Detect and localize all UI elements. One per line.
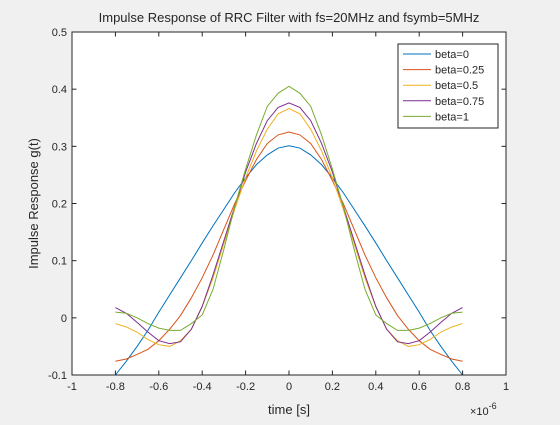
legend-label-4: beta=1: [435, 111, 469, 123]
x-tick-label: 0: [286, 381, 292, 393]
x-tick-label: -0.6: [149, 381, 168, 393]
x-tick-label: -1: [67, 381, 77, 393]
y-tick-label: 0.2: [52, 199, 67, 211]
series-line-2: [115, 108, 463, 347]
x-tick-label: -0.8: [106, 381, 125, 393]
x-tick-label: -0.4: [193, 381, 212, 393]
chart-title: Impulse Response of RRC Filter with fs=2…: [99, 10, 480, 25]
series-line-1: [115, 131, 463, 362]
y-tick-label: 0.1: [52, 256, 67, 268]
x-tick-label: 1: [503, 381, 509, 393]
legend-label-0: beta=0: [435, 49, 469, 61]
x-axis-label: time [s]: [268, 402, 310, 417]
y-tick-label: 0.3: [52, 141, 67, 153]
legend-label-1: beta=0.25: [435, 65, 484, 77]
y-axis-label: Impulse Response g(t): [26, 138, 41, 269]
legend-label-3: beta=0.75: [435, 96, 484, 108]
x-exponent-base: ×10: [470, 406, 489, 418]
y-tick-label: 0.4: [52, 84, 67, 96]
x-tick-label: -0.2: [236, 381, 255, 393]
legend: beta=0 beta=0.25 beta=0.5 beta=0.75 beta=1: [397, 43, 499, 129]
y-tick-label: -0.1: [48, 370, 67, 382]
x-tick-label: 0.8: [455, 381, 470, 393]
x-tick-label: 0.2: [325, 381, 340, 393]
y-tick-label: 0: [61, 313, 67, 325]
x-tick-label: 0.6: [412, 381, 427, 393]
series-line-3: [115, 102, 463, 345]
x-axis-exponent: ×10-6: [470, 401, 497, 418]
x-exponent-power: -6: [489, 401, 497, 411]
ticks-layer: -1 -0.8 -0.6 -0.4 -0.2 0 0.2 0.4 0.6 0.8 1 -0.1 0 0.1…: [48, 27, 509, 393]
series-layer: [115, 85, 463, 376]
series-line-4: [115, 85, 463, 331]
x-tick-label: 0.4: [368, 381, 383, 393]
y-tick-label: 0.5: [52, 27, 67, 39]
legend-box: [397, 43, 499, 129]
series-line-0: [115, 145, 463, 376]
legend-label-2: beta=0.5: [435, 80, 478, 92]
